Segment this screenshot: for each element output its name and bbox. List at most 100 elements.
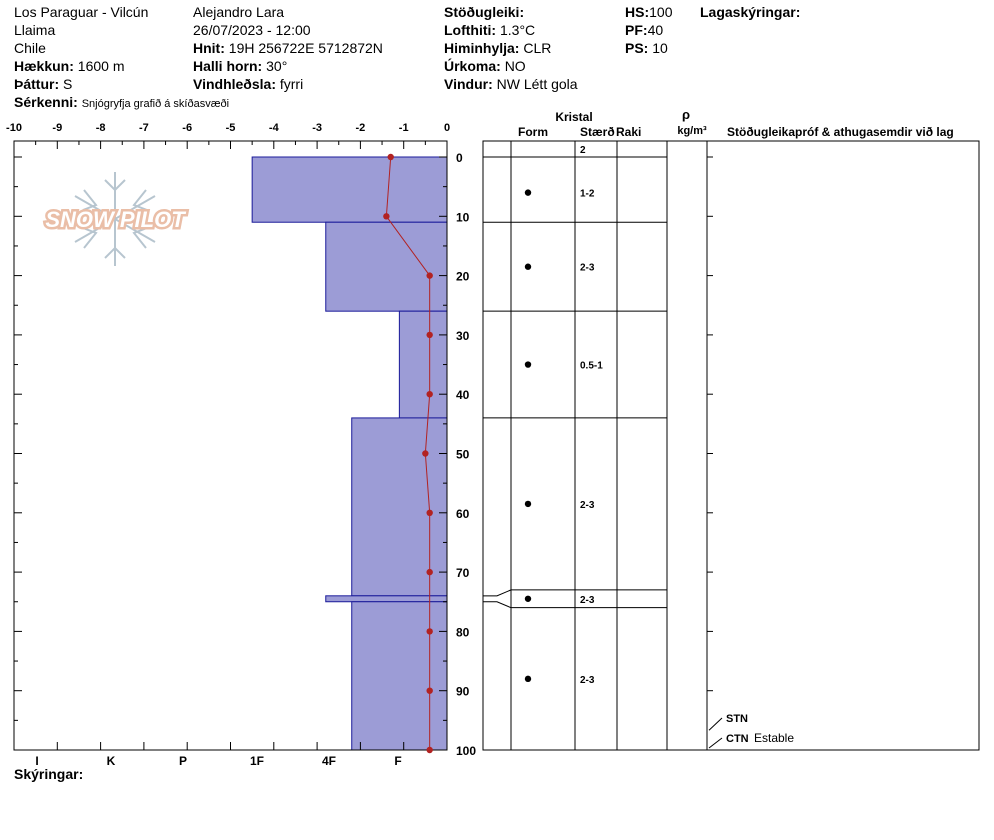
slope-label: Halli horn:	[193, 58, 263, 74]
country: Chile	[14, 40, 46, 56]
depth-tick-label-2: 20	[456, 270, 470, 284]
stability-test-pointer-1	[708, 737, 723, 749]
hs-value: 100	[649, 4, 673, 20]
table-frame	[482, 140, 980, 751]
boundary-connector-4	[483, 601, 512, 609]
coordinates: Hnit: 19H 256722E 5712872N	[193, 39, 383, 57]
coords-label: Hnit:	[193, 40, 225, 56]
precipitation: Úrkoma: NO	[444, 57, 526, 75]
temperature-point-3	[426, 331, 433, 339]
grain-size-4: 2-3	[580, 595, 595, 606]
tests-header: Stöðugleikapróf & athugasemdir við lag	[727, 125, 954, 139]
temperature-point-7	[426, 568, 433, 576]
precip-value: NO	[504, 58, 526, 74]
sky-value: CLR	[523, 40, 552, 56]
features: Sérkenni: Snjógryfja grafið á skíðasvæði	[14, 93, 229, 113]
stability-test-pointer-0	[708, 717, 723, 731]
grain-form-symbol-3	[524, 500, 532, 508]
grain-size-1: 2-3	[580, 263, 595, 274]
sky-cover: Himinhylja: CLR	[444, 39, 551, 57]
depth-tick-label-0: 0	[456, 151, 463, 165]
layer-notes: Lagaskýringar:	[700, 3, 800, 21]
depth-tick-label-9: 90	[456, 685, 470, 699]
grain-size-5: 2-3	[580, 675, 595, 686]
pf-value: 40	[647, 22, 664, 38]
sky-label: Himinhylja:	[444, 40, 520, 56]
depth-tick-label-5: 50	[456, 448, 470, 462]
density-symbol: ρ	[682, 107, 690, 122]
grain-size-0: 1-2	[580, 189, 595, 200]
coords-value: 19H 256722E 5712872N	[228, 40, 383, 56]
depth-tick-label-10: 100	[456, 744, 476, 758]
hardness-label-1: K	[107, 754, 116, 768]
temperature-point-9	[426, 687, 433, 694]
grain-form-symbol-2	[524, 361, 532, 368]
layer-notes-label: Lagaskýringar:	[700, 4, 801, 20]
grain-form-symbol-4	[524, 595, 532, 602]
legend: Skýringar:	[14, 765, 83, 783]
depth-tick-label-1: 10	[456, 210, 470, 224]
moisture-header: Raki	[616, 125, 641, 139]
hardness-bar-4	[325, 595, 448, 603]
depth-tick-label-6: 60	[456, 507, 470, 521]
pf-label: PF:	[625, 22, 648, 38]
temperature-point-10	[426, 746, 433, 754]
temperature-point-2	[426, 272, 433, 279]
elevation: Hækkun: 1600 m	[14, 57, 125, 75]
temperature-point-8	[426, 628, 433, 635]
hardness-bar-5	[351, 601, 448, 751]
datetime: 26/07/2023 - 12:00	[193, 22, 311, 38]
temp-tick-label-3: -7	[139, 122, 149, 134]
hardness-label-0: I	[35, 754, 38, 768]
grain-form-symbol-0	[524, 189, 532, 196]
snowflake-icon	[74, 172, 156, 266]
hardness-label-3: 1F	[250, 754, 264, 768]
ps: PS: 10	[625, 39, 668, 57]
boundary-connector-3	[483, 589, 512, 597]
hardness-bar-2	[398, 310, 448, 419]
temp-tick-label-10: 0	[444, 122, 450, 134]
aspect-label: Þáttur:	[14, 76, 60, 92]
temp-tick-label-9: -1	[399, 122, 409, 134]
aspect-value: S	[63, 76, 73, 92]
wind-loading-value: fyrri	[279, 76, 304, 92]
density-unit: kg/m³	[677, 125, 707, 137]
wind-loading: Vindhleðsla: fyrri	[193, 75, 303, 93]
hs-label: HS:	[625, 4, 650, 20]
hardness-label-2: P	[179, 754, 187, 768]
location: Los Paraguar - Vilcún	[14, 4, 149, 20]
snowpilot-logo: SNOW PILOT	[43, 172, 189, 266]
air-temp: Lofthiti: 1.3°C	[444, 21, 535, 39]
slope-angle: Halli horn: 30°	[193, 57, 287, 75]
stability-test-name-1: CTN	[726, 733, 749, 745]
stability-label: Stöðugleiki:	[444, 4, 525, 20]
wind-value: NW Létt gola	[496, 76, 578, 92]
depth-tick-label-7: 70	[456, 566, 470, 580]
features-label: Sérkenni:	[14, 94, 78, 110]
hs: HS:100	[625, 3, 672, 21]
temperature-point-5	[422, 450, 429, 457]
form-header: Form	[518, 125, 548, 139]
logo-text: SNOW PILOT	[45, 207, 186, 232]
aspect: Þáttur: S	[14, 75, 72, 93]
hardness-label-5: F	[394, 754, 401, 768]
temp-tick-label-1: -9	[52, 122, 62, 134]
slope-value: 30°	[266, 58, 288, 74]
air-temp-value: 1.3°C	[499, 22, 536, 38]
temp-tick-label-8: -2	[356, 122, 366, 134]
temperature-point-0	[387, 153, 394, 161]
crystal-header: Kristal	[555, 110, 592, 124]
temp-tick-label-6: -4	[269, 122, 280, 134]
depth-tick-label-4: 40	[456, 388, 470, 402]
grain-size-3: 2-3	[580, 500, 595, 511]
grain-size-2: 0.5-1	[580, 361, 603, 372]
features-value: Snjógryfja grafið á skíðasvæði	[81, 98, 230, 110]
legend-label: Skýringar:	[14, 766, 84, 782]
elevation-label: Hækkun:	[14, 58, 74, 74]
hardness-label-4: 4F	[322, 754, 336, 768]
stability-test-name-0: STN	[726, 713, 748, 725]
wind-loading-label: Vindhleðsla:	[193, 76, 276, 92]
size-header: Stærð	[580, 125, 615, 139]
temperature-point-6	[426, 509, 433, 516]
